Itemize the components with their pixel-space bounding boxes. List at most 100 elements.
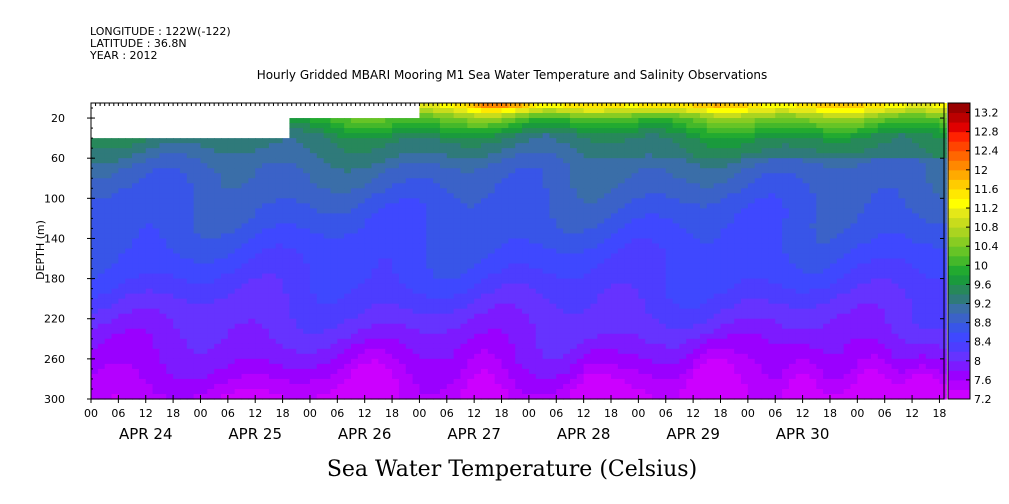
heatmap-cell	[727, 123, 735, 129]
heatmap-cell	[871, 228, 879, 235]
heatmap-cell	[282, 143, 291, 149]
heatmap-cell	[713, 243, 722, 250]
heatmap-cell	[617, 143, 626, 149]
heatmap-cell	[741, 238, 749, 245]
heatmap-cell	[426, 263, 434, 270]
heatmap-cell	[97, 138, 106, 144]
heatmap-cell	[816, 233, 824, 240]
heatmap-cell	[398, 183, 407, 189]
heatmap-cell	[193, 288, 202, 295]
heatmap-cell	[734, 213, 742, 219]
heatmap-cell	[788, 158, 797, 164]
heatmap-cell	[357, 123, 366, 129]
heatmap-cell	[173, 193, 181, 199]
heatmap-cell	[829, 178, 838, 184]
heatmap-cell	[706, 163, 715, 169]
heatmap-cell	[501, 173, 509, 179]
heatmap-cell	[761, 278, 769, 285]
heatmap-cell	[439, 168, 448, 174]
heatmap-cell	[898, 303, 906, 310]
heatmap-cell	[439, 308, 448, 315]
heatmap-cell	[932, 133, 941, 139]
heatmap-cell	[528, 228, 537, 235]
heatmap-cell	[576, 143, 585, 149]
heatmap-cell	[569, 193, 578, 199]
heatmap-cell	[877, 218, 886, 225]
heatmap-cell	[816, 238, 824, 245]
heatmap-cell	[221, 148, 229, 154]
heatmap-cell	[378, 123, 386, 129]
heatmap-cell	[268, 153, 277, 159]
heatmap-cell	[412, 223, 421, 230]
heatmap-cell	[734, 133, 742, 139]
heatmap-cell	[487, 193, 496, 199]
heatmap-cell	[91, 208, 99, 214]
heatmap-cell	[494, 298, 503, 305]
heatmap-cell	[891, 223, 899, 230]
heatmap-cell	[891, 113, 899, 119]
heatmap-cell	[453, 178, 462, 184]
heatmap-cell	[549, 153, 557, 159]
heatmap-cell	[631, 173, 639, 179]
heatmap-cell	[508, 243, 516, 250]
heatmap-cell	[330, 148, 338, 154]
heatmap-cell	[159, 173, 167, 179]
heatmap-cell	[159, 293, 167, 300]
heatmap-cell	[193, 303, 202, 310]
heatmap-cell	[898, 298, 906, 305]
heatmap-cell	[569, 103, 578, 109]
heatmap-cell	[248, 188, 256, 194]
heatmap-cell	[563, 163, 571, 169]
heatmap-cell	[597, 233, 605, 240]
heatmap-cell	[706, 248, 715, 255]
heatmap-cell	[693, 208, 701, 214]
heatmap-cell	[699, 198, 708, 204]
heatmap-cell	[467, 238, 475, 245]
heatmap-cell	[132, 168, 140, 174]
heatmap-cell	[221, 178, 229, 184]
heatmap-cell	[528, 153, 537, 159]
heatmap-cell	[487, 258, 496, 265]
heatmap-cell	[152, 273, 161, 280]
heatmap-cell	[159, 143, 167, 149]
heatmap-cell	[104, 278, 113, 285]
heatmap-cell	[268, 283, 277, 290]
heatmap-cell	[754, 213, 763, 219]
heatmap-cell	[823, 148, 831, 154]
heatmap-cell	[207, 158, 215, 164]
heatmap-cell	[850, 223, 858, 230]
heatmap-cell	[741, 258, 749, 265]
heatmap-cell	[898, 223, 906, 230]
heatmap-cell	[460, 158, 468, 164]
heatmap-cell	[132, 143, 140, 149]
heatmap-cell	[741, 303, 749, 310]
heatmap-cell	[193, 268, 202, 275]
heatmap-cell	[850, 138, 858, 144]
heatmap-cell	[166, 153, 174, 159]
heatmap-cell	[289, 178, 297, 184]
heatmap-cell	[693, 153, 701, 159]
heatmap-cell	[515, 293, 523, 300]
heatmap-cell	[433, 283, 441, 290]
heatmap-cell	[583, 243, 592, 250]
heatmap-cell	[426, 183, 434, 189]
heatmap-cell	[535, 103, 544, 109]
heatmap-cell	[481, 258, 489, 265]
heatmap-cell	[207, 278, 215, 285]
heatmap-cell	[665, 253, 674, 260]
heatmap-cell	[645, 208, 653, 214]
heatmap-cell	[221, 278, 229, 285]
heatmap-cell	[590, 263, 598, 270]
heatmap-cell	[289, 158, 297, 164]
heatmap-cell	[932, 158, 941, 164]
heatmap-cell	[624, 268, 633, 275]
heatmap-cell	[439, 123, 448, 129]
heatmap-cell	[569, 108, 578, 114]
heatmap-cell	[227, 283, 236, 290]
heatmap-cell	[939, 293, 947, 300]
heatmap-cell	[542, 158, 551, 164]
heatmap-cell	[214, 218, 222, 225]
heatmap-cell	[166, 253, 174, 260]
heatmap-cell	[460, 303, 468, 310]
